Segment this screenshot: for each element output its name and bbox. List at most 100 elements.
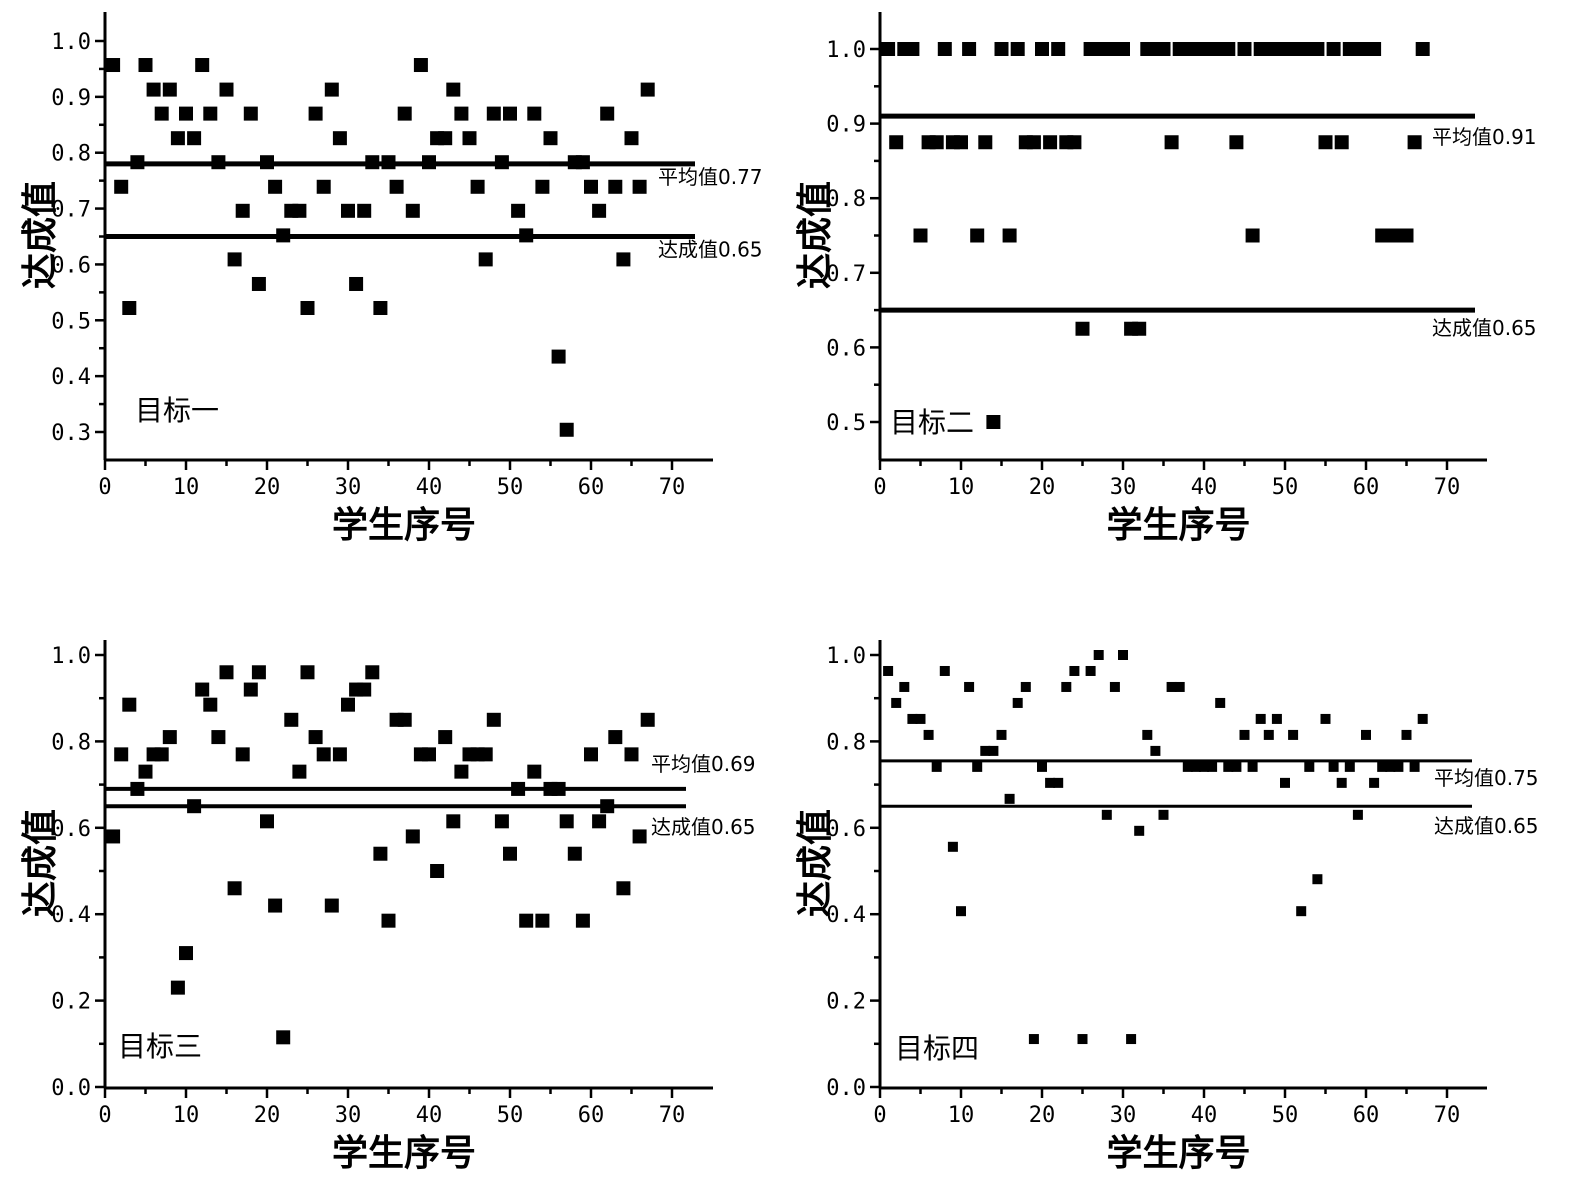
- data-point: [503, 106, 517, 121]
- data-point: [1361, 729, 1371, 740]
- data-point: [1026, 135, 1041, 150]
- data-point: [1334, 135, 1349, 150]
- data-point: [1312, 874, 1323, 885]
- y-tick-label: 0.8: [826, 730, 866, 755]
- data-point: [891, 697, 902, 708]
- data-point: [988, 745, 999, 756]
- x-axis-title: 学生序号: [332, 504, 476, 546]
- data-point: [243, 106, 258, 121]
- data-point: [1158, 809, 1169, 820]
- data-point: [551, 781, 566, 796]
- panel-label: 目标二: [890, 406, 974, 439]
- data-point: [397, 712, 412, 727]
- data-point: [251, 665, 266, 680]
- x-tick-label: 10: [948, 475, 975, 500]
- y-tick-label: 0.4: [51, 903, 91, 928]
- data-point: [600, 799, 615, 814]
- data-point: [1344, 761, 1355, 772]
- y-tick-label: 0.9: [51, 86, 91, 111]
- data-point: [316, 179, 331, 194]
- data-point: [138, 58, 153, 73]
- x-tick-label: 50: [1272, 475, 1299, 500]
- data-point: [1053, 777, 1064, 788]
- data-point: [640, 82, 655, 97]
- y-axis-title: 达成值: [795, 809, 836, 917]
- panel-label: 目标一: [135, 394, 219, 427]
- data-point: [600, 106, 615, 121]
- data-point: [1116, 42, 1130, 56]
- data-point: [1101, 809, 1112, 820]
- data-point: [1320, 713, 1331, 724]
- data-point: [954, 135, 968, 150]
- y-tick-label: 0.7: [826, 262, 866, 287]
- data-point: [1093, 650, 1104, 660]
- y-tick-label: 0.2: [826, 990, 866, 1015]
- data-point: [1118, 650, 1128, 660]
- data-point: [1156, 42, 1171, 56]
- data-point: [1367, 42, 1382, 56]
- y-tick-label: 1.0: [826, 644, 866, 669]
- data-point: [1134, 825, 1145, 836]
- data-point: [881, 42, 896, 56]
- data-point: [494, 155, 509, 170]
- x-tick-label: 30: [335, 1103, 362, 1128]
- data-point: [1067, 135, 1082, 150]
- data-point: [260, 814, 274, 829]
- data-point: [511, 781, 526, 796]
- data-point: [1069, 665, 1080, 676]
- y-tick-label: 0.6: [826, 817, 866, 842]
- data-point: [592, 814, 607, 829]
- data-point: [162, 730, 177, 745]
- data-point: [276, 1030, 291, 1045]
- data-point: [486, 106, 501, 121]
- data-point: [162, 82, 177, 97]
- data-point: [235, 747, 250, 762]
- reference-line-label: 平均值0.77: [658, 165, 763, 189]
- y-tick-label: 0.2: [51, 990, 91, 1015]
- data-point: [1336, 777, 1347, 788]
- data-point: [632, 179, 647, 194]
- reference-line-label: 达成值0.65: [1432, 316, 1537, 340]
- data-point: [1004, 793, 1015, 804]
- data-point: [1051, 42, 1066, 56]
- y-tick-label: 0.6: [826, 336, 866, 361]
- data-point: [1132, 321, 1147, 336]
- data-point: [1393, 761, 1404, 772]
- data-point: [195, 58, 210, 73]
- reference-line-label: 达成值0.65: [658, 238, 763, 262]
- x-tick-label: 60: [1353, 475, 1380, 500]
- data-point: [130, 781, 145, 796]
- data-point: [1061, 681, 1072, 692]
- data-point: [624, 131, 639, 146]
- data-point: [1199, 761, 1209, 772]
- data-point: [1182, 761, 1193, 772]
- data-point: [1164, 135, 1179, 150]
- data-point: [114, 179, 129, 194]
- data-point: [907, 713, 918, 724]
- data-point: [964, 681, 975, 692]
- data-point: [1142, 729, 1153, 740]
- data-point: [397, 106, 412, 121]
- data-point: [154, 106, 169, 121]
- data-point: [227, 881, 242, 896]
- y-tick-label: 0.3: [51, 421, 91, 446]
- data-point: [1037, 761, 1047, 772]
- data-point: [1247, 761, 1258, 772]
- x-tick-label: 70: [1434, 1103, 1461, 1128]
- data-point: [292, 764, 307, 779]
- data-point: [357, 682, 372, 697]
- data-point: [986, 415, 1001, 429]
- data-point: [106, 829, 121, 844]
- data-point: [616, 881, 631, 896]
- data-point: [446, 814, 461, 829]
- data-point: [535, 179, 550, 194]
- data-point: [947, 841, 958, 852]
- data-point: [608, 179, 623, 194]
- x-tick-label: 60: [578, 1103, 605, 1128]
- reference-line-label: 达成值0.65: [1434, 814, 1539, 838]
- y-tick-label: 0.7: [51, 198, 91, 223]
- data-point: [1417, 713, 1428, 724]
- data-point: [1409, 761, 1420, 772]
- y-tick-label: 0.0: [51, 1076, 91, 1101]
- data-point: [462, 131, 477, 146]
